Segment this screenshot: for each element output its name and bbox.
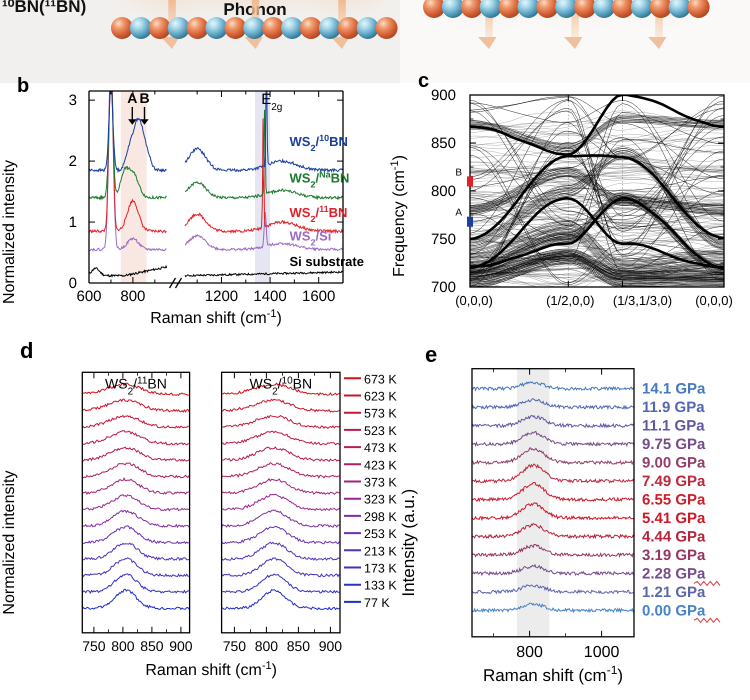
svg-text:11.9 GPa: 11.9 GPa bbox=[642, 399, 705, 416]
svg-text:A: A bbox=[455, 208, 462, 219]
svg-text:623 K: 623 K bbox=[364, 390, 397, 404]
svg-text:850: 850 bbox=[287, 638, 311, 654]
svg-text:5.41 GPa: 5.41 GPa bbox=[642, 510, 706, 527]
svg-text:900: 900 bbox=[431, 87, 456, 104]
svg-text:Raman shift (cm-1): Raman shift (cm-1) bbox=[145, 660, 277, 679]
svg-text:11.1 GPa: 11.1 GPa bbox=[642, 418, 705, 435]
svg-text:253 K: 253 K bbox=[364, 527, 397, 541]
svg-text:573 K: 573 K bbox=[364, 407, 397, 421]
svg-text:(1/3,1/3,0): (1/3,1/3,0) bbox=[613, 293, 672, 308]
svg-text:373 K: 373 K bbox=[364, 476, 397, 490]
svg-text:423 K: 423 K bbox=[364, 458, 397, 472]
svg-text:1200: 1200 bbox=[205, 288, 238, 305]
svg-text:3: 3 bbox=[69, 92, 77, 109]
svg-text:800: 800 bbox=[431, 183, 456, 200]
svg-text:6.55 GPa: 6.55 GPa bbox=[642, 492, 706, 509]
svg-text:7.49 GPa: 7.49 GPa bbox=[642, 473, 706, 490]
svg-text:173 K: 173 K bbox=[364, 562, 397, 576]
svg-text:298 K: 298 K bbox=[364, 510, 397, 524]
svg-text:900: 900 bbox=[169, 638, 193, 654]
svg-text:Raman shift (cm-1): Raman shift (cm-1) bbox=[150, 308, 282, 327]
svg-text:2: 2 bbox=[69, 153, 77, 170]
svg-text:750: 750 bbox=[431, 231, 456, 248]
svg-text:2.28 GPa: 2.28 GPa bbox=[642, 565, 706, 582]
svg-text:523 K: 523 K bbox=[364, 424, 397, 438]
svg-text:750: 750 bbox=[223, 638, 247, 654]
svg-text:800: 800 bbox=[111, 638, 135, 654]
svg-text:¹⁰BN(¹¹BN): ¹⁰BN(¹¹BN) bbox=[2, 0, 86, 16]
svg-text:1: 1 bbox=[69, 214, 77, 231]
svg-text:9.00 GPa: 9.00 GPa bbox=[642, 455, 706, 472]
svg-text:800: 800 bbox=[255, 638, 279, 654]
svg-text:1600: 1600 bbox=[302, 288, 335, 305]
svg-text:77 K: 77 K bbox=[364, 596, 390, 610]
svg-text:800: 800 bbox=[120, 288, 145, 305]
svg-text:133 K: 133 K bbox=[364, 579, 397, 593]
svg-text:4.44 GPa: 4.44 GPa bbox=[642, 528, 706, 545]
svg-text:1400: 1400 bbox=[253, 288, 286, 305]
svg-text:A: A bbox=[127, 90, 137, 106]
svg-text:800: 800 bbox=[516, 644, 543, 661]
svg-text:B: B bbox=[139, 90, 149, 106]
svg-text:Normalized intensity: Normalized intensity bbox=[1, 160, 18, 304]
svg-text:Raman shift (cm-1): Raman shift (cm-1) bbox=[483, 663, 623, 685]
svg-text:Frequency (cm-1): Frequency (cm-1) bbox=[389, 155, 408, 277]
svg-text:600: 600 bbox=[76, 288, 101, 305]
svg-text:(0,0,0): (0,0,0) bbox=[695, 293, 733, 308]
svg-text:B: B bbox=[455, 167, 462, 178]
svg-text:(0,0,0): (0,0,0) bbox=[455, 293, 493, 308]
svg-text:850: 850 bbox=[431, 135, 456, 152]
svg-text:213 K: 213 K bbox=[364, 544, 397, 558]
svg-text:673 K: 673 K bbox=[364, 372, 397, 386]
svg-text:700: 700 bbox=[431, 279, 456, 296]
svg-text:0: 0 bbox=[69, 275, 77, 292]
svg-text:1000: 1000 bbox=[584, 644, 620, 661]
svg-text:14.1 GPa: 14.1 GPa bbox=[642, 381, 706, 398]
svg-text:900: 900 bbox=[319, 638, 343, 654]
svg-text:0.00 GPa: 0.00 GPa bbox=[642, 602, 706, 619]
svg-text:323 K: 323 K bbox=[364, 493, 397, 507]
svg-text:750: 750 bbox=[82, 638, 106, 654]
svg-text:Intensity (a.u.): Intensity (a.u.) bbox=[400, 489, 418, 597]
svg-text:850: 850 bbox=[140, 638, 164, 654]
svg-text:(1/2,0,0): (1/2,0,0) bbox=[546, 293, 594, 308]
svg-text:473 K: 473 K bbox=[364, 441, 397, 455]
svg-text:Si substrate: Si substrate bbox=[290, 254, 364, 269]
svg-text:9.75 GPa: 9.75 GPa bbox=[642, 436, 706, 453]
svg-text:Normalized intensity: Normalized intensity bbox=[1, 471, 18, 615]
svg-text:1.21 GPa: 1.21 GPa bbox=[642, 584, 706, 601]
svg-text:3.19 GPa: 3.19 GPa bbox=[642, 547, 706, 564]
